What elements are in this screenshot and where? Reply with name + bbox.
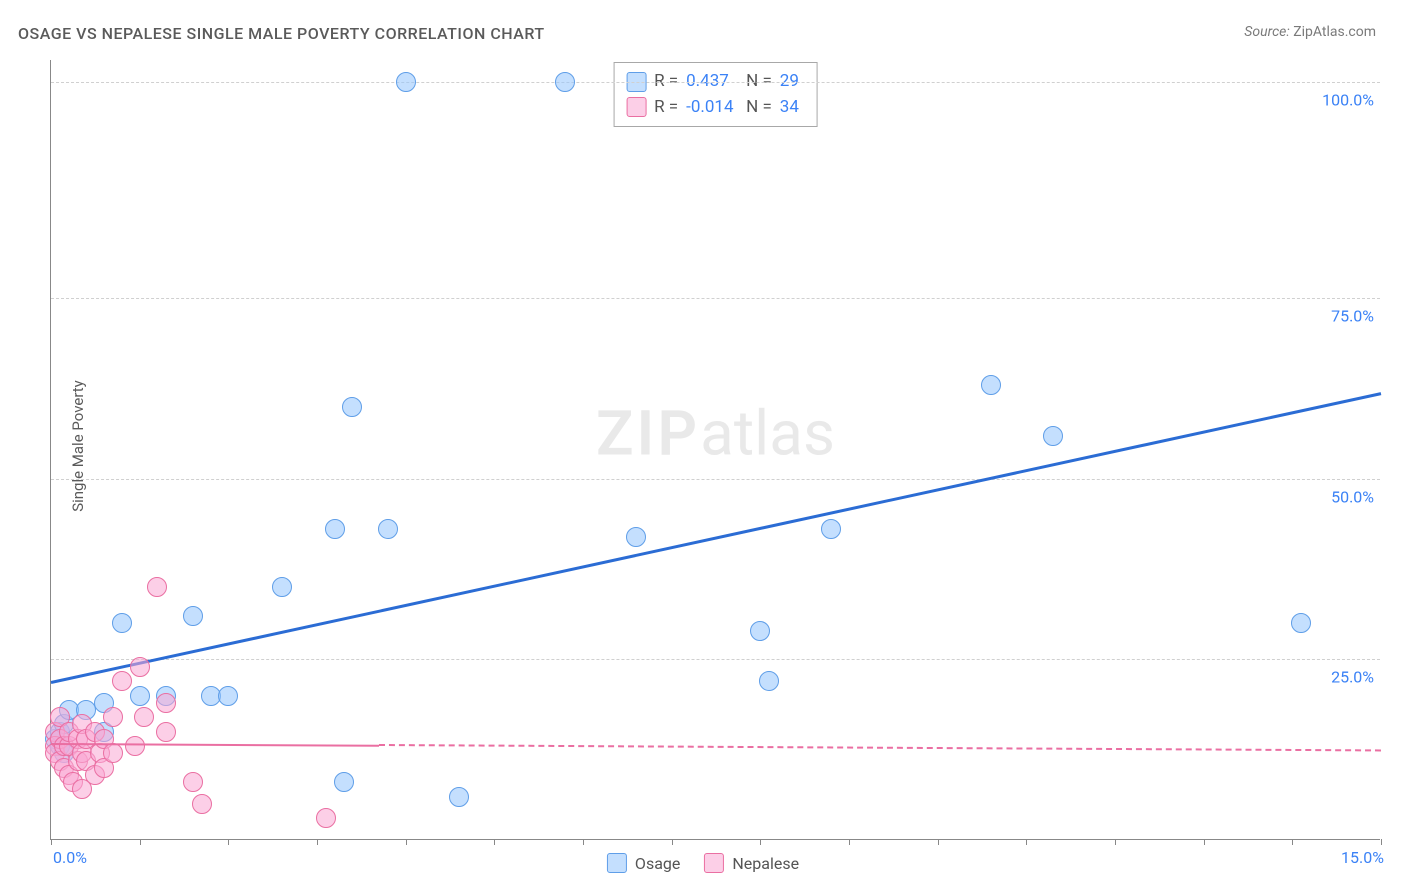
gridline [51,298,1380,299]
x-tick [1204,839,1205,845]
data-point [112,671,132,691]
data-point [112,613,132,633]
trend-line [51,392,1382,684]
source-label: Source: [1244,24,1289,40]
data-point [130,657,150,677]
x-tick [938,839,939,845]
watermark-zip: ZIP [596,397,700,470]
y-tick-label: 100.0% [1322,90,1374,109]
data-point [396,72,416,92]
y-tick-label: 75.0% [1331,307,1374,326]
data-point [626,527,646,547]
data-point [147,577,167,597]
data-point [981,375,1001,395]
correlation-legend: R =0.437N =29R =-0.014N =34 [613,62,818,127]
y-tick-label: 50.0% [1331,487,1374,506]
x-tick [672,839,673,845]
data-point [325,519,345,539]
data-point [334,772,354,792]
trend-line [379,744,1381,751]
x-tick [849,839,850,845]
data-point [125,736,145,756]
x-tick [406,839,407,845]
legend-label: Nepalese [732,854,799,873]
data-point [750,621,770,641]
data-point [1291,613,1311,633]
x-tick [317,839,318,845]
x-tick [583,839,584,845]
n-value: 34 [780,95,799,121]
data-point [183,772,203,792]
legend-swatch [626,97,646,117]
x-tick [760,839,761,845]
data-point [103,707,123,727]
r-value: -0.014 [686,95,738,121]
x-tick [1292,839,1293,845]
data-point [130,686,150,706]
legend-item: Nepalese [704,853,799,873]
n-label: N = [746,95,772,121]
chart-container: OSAGE VS NEPALESE SINGLE MALE POVERTY CO… [0,0,1406,892]
data-point [103,743,123,763]
data-point [272,577,292,597]
x-tick [1115,839,1116,845]
data-point [821,519,841,539]
x-tick [228,839,229,845]
x-tick [140,839,141,845]
gridline [51,82,1380,83]
gridline [51,659,1380,660]
watermark: ZIPatlas [596,397,835,470]
x-tick [494,839,495,845]
data-point [192,794,212,814]
data-point [183,606,203,626]
data-point [156,693,176,713]
data-point [449,787,469,807]
source-attribution: Source: ZipAtlas.com [1244,24,1376,40]
data-point [759,671,779,691]
legend-label: Osage [635,854,680,873]
legend-swatch [607,853,627,873]
x-tick [1381,839,1382,845]
x-tick-label: 0.0% [53,848,87,867]
source-value: ZipAtlas.com [1293,24,1376,40]
x-tick [51,839,52,845]
series-legend: Osage Nepalese [607,846,799,880]
data-point [218,686,238,706]
data-point [316,808,336,828]
r-label: R = [654,95,678,121]
x-tick [1026,839,1027,845]
data-point [378,519,398,539]
x-tick-label: 15.0% [1341,848,1384,867]
data-point [134,707,154,727]
data-point [342,397,362,417]
legend-swatch [704,853,724,873]
watermark-atlas: atlas [700,397,835,470]
legend-row: R = -0.014 N = 34 [626,95,799,121]
data-point [156,722,176,742]
data-point [1043,426,1063,446]
gridline [51,479,1380,480]
legend-item: Osage [607,853,680,873]
plot-area: ZIPatlas R =0.437N =29R =-0.014N =34 25.… [50,60,1380,840]
data-point [555,72,575,92]
y-tick-label: 25.0% [1331,668,1374,687]
chart-title: OSAGE VS NEPALESE SINGLE MALE POVERTY CO… [18,24,545,43]
